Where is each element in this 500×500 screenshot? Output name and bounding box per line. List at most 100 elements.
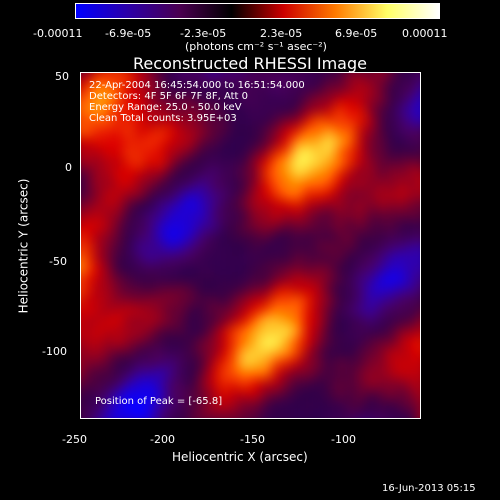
heatmap-cell	[418, 315, 420, 327]
heatmap-cell	[313, 73, 325, 85]
heatmap-cell	[186, 94, 198, 106]
heatmap-cell	[123, 157, 135, 169]
heatmap-cell	[355, 357, 367, 369]
heatmap-cell	[323, 336, 335, 348]
heatmap-cell	[334, 157, 346, 169]
heatmap-cell	[123, 326, 135, 338]
heatmap-cell	[239, 368, 251, 380]
heatmap-cell	[313, 125, 325, 137]
heatmap-cell	[91, 273, 103, 285]
heatmap-cell	[418, 252, 420, 264]
colorbar-tick-label: -2.3e-05	[180, 27, 227, 40]
heatmap-cell	[155, 125, 167, 137]
heatmap-cell	[112, 368, 125, 380]
heatmap-cell	[302, 168, 314, 180]
heatmap-cell	[355, 410, 367, 418]
heatmap-cell	[155, 83, 167, 95]
heatmap-cell	[228, 305, 240, 317]
heatmap-cell	[376, 125, 388, 137]
heatmap-cell	[239, 252, 251, 264]
heatmap-cell	[144, 157, 156, 169]
heatmap-cell	[239, 73, 251, 85]
heatmap-cell	[228, 347, 240, 359]
heatmap-cell	[155, 136, 167, 148]
heatmap-cell	[292, 389, 304, 401]
heatmap-cell	[376, 231, 388, 243]
heatmap-cell	[197, 220, 209, 232]
heatmap-cell	[408, 399, 420, 411]
heatmap-cell	[249, 73, 262, 85]
heatmap-cell	[81, 146, 93, 159]
heatmap-cell	[81, 357, 93, 369]
colorbar-tick-label: 2.3e-05	[260, 27, 303, 40]
heatmap-cell	[155, 157, 167, 169]
heatmap-cell	[292, 220, 304, 232]
heatmap-cell	[249, 231, 262, 243]
heatmap-cell	[397, 347, 409, 359]
heatmap-cell	[271, 368, 283, 380]
heatmap-cell	[313, 326, 325, 338]
heatmap-cell	[207, 189, 219, 201]
heatmap-cell	[123, 262, 135, 274]
heatmap-cell	[155, 326, 167, 338]
heatmap-cell	[302, 94, 314, 106]
heatmap-cell	[302, 231, 314, 243]
heatmap-cell	[418, 220, 420, 232]
heatmap-cell	[112, 178, 125, 190]
heatmap-cell	[334, 336, 346, 348]
heatmap-cell	[292, 315, 304, 327]
heatmap-cell	[207, 115, 219, 127]
heatmap-cell	[302, 199, 314, 211]
heatmap-cell	[260, 199, 272, 211]
heatmap-cell	[292, 294, 304, 306]
heatmap-cell	[408, 146, 420, 159]
footer-timestamp: 16-Jun-2013 05:15	[382, 483, 476, 494]
heatmap-cell	[112, 104, 125, 116]
heatmap-cell	[91, 157, 103, 169]
heatmap-cell	[165, 157, 177, 169]
heatmap-cell	[260, 399, 272, 411]
heatmap-cell	[313, 315, 325, 327]
heatmap-cell	[165, 305, 177, 317]
heatmap-cell	[186, 399, 198, 411]
heatmap-cell	[123, 336, 135, 348]
heatmap-cell	[207, 220, 219, 232]
heatmap-cell	[81, 283, 93, 296]
heatmap-cell	[228, 146, 240, 159]
heatmap-cell	[376, 294, 388, 306]
heatmap-cell	[397, 283, 409, 296]
heatmap-cell	[376, 104, 388, 116]
heatmap-cell	[176, 326, 188, 338]
heatmap-cell	[155, 410, 167, 418]
heatmap-cell	[292, 136, 304, 148]
heatmap-cell	[218, 357, 230, 369]
heatmap-cell	[281, 231, 293, 243]
heatmap-cell	[207, 252, 219, 264]
heatmap-cell	[292, 231, 304, 243]
heatmap-cell	[334, 252, 346, 264]
colorbar-tick-label: -6.9e-05	[105, 27, 152, 40]
heatmap-cell	[207, 168, 219, 180]
heatmap-cell	[81, 262, 93, 274]
heatmap-cell	[344, 168, 356, 180]
heatmap-cell	[207, 125, 219, 137]
heatmap-cell	[386, 210, 399, 222]
heatmap-cell	[334, 220, 346, 232]
heatmap-cell	[207, 83, 219, 95]
heatmap-cell	[144, 73, 156, 85]
heatmap-cell	[334, 410, 346, 418]
heatmap-cell	[228, 283, 240, 296]
heatmap-cell	[134, 399, 146, 411]
heatmap-cell	[144, 168, 156, 180]
heatmap-cell	[323, 273, 335, 285]
heatmap-cell	[292, 125, 304, 137]
heatmap-cell	[197, 210, 209, 222]
heatmap-cell	[176, 347, 188, 359]
heatmap-cell	[155, 294, 167, 306]
heatmap-cell	[218, 273, 230, 285]
heatmap-cell	[355, 262, 367, 274]
heatmap-cell	[91, 252, 103, 264]
heatmap-cell	[197, 368, 209, 380]
heatmap-cell	[344, 210, 356, 222]
heatmap-cell	[186, 231, 198, 243]
